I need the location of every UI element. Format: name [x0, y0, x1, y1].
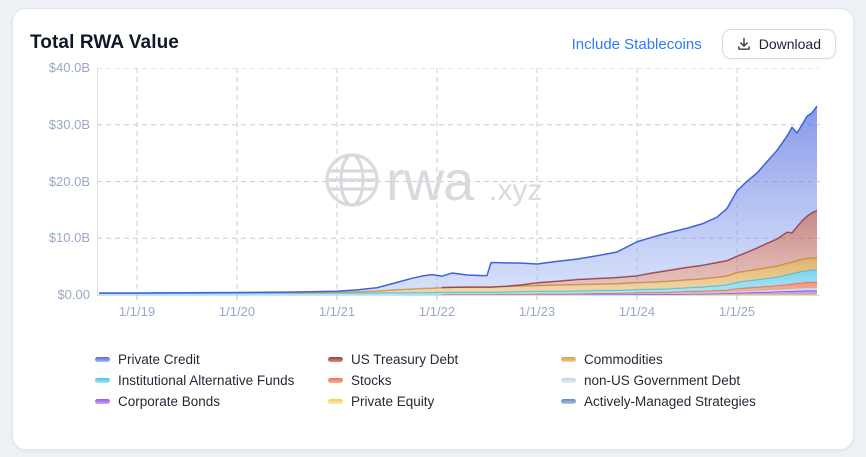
legend-swatch: [95, 398, 110, 404]
page-title: Total RWA Value: [30, 32, 179, 53]
legend-swatch: [328, 356, 343, 362]
legend-item[interactable]: non-US Government Debt: [561, 370, 756, 390]
legend-item[interactable]: Stocks: [328, 370, 561, 390]
legend-label: US Treasury Debt: [351, 351, 459, 367]
legend-item[interactable]: Actively-Managed Strategies: [561, 391, 756, 411]
legend-swatch: [561, 398, 576, 404]
include-stablecoins-link[interactable]: Include Stablecoins: [571, 35, 702, 53]
chart-plot[interactable]: rwa .xyz: [97, 67, 820, 303]
header-actions: Include Stablecoins Download: [572, 29, 836, 59]
download-icon: [737, 37, 751, 51]
legend-item[interactable]: US Treasury Debt: [328, 349, 561, 369]
download-button[interactable]: Download: [721, 29, 836, 59]
legend-label: Corporate Bonds: [118, 393, 221, 409]
legend-label: Private Equity: [351, 393, 435, 409]
legend-label: non-US Government Debt: [584, 372, 741, 388]
legend-item[interactable]: Private Equity: [328, 391, 561, 411]
legend-swatch: [561, 377, 576, 383]
svg-text:rwa: rwa: [386, 149, 475, 212]
legend-swatch: [328, 398, 343, 404]
svg-text:.xyz: .xyz: [489, 174, 542, 207]
download-button-label: Download: [758, 36, 821, 52]
legend-item[interactable]: Private Credit: [95, 349, 328, 369]
legend-swatch: [561, 356, 576, 362]
legend-swatch: [328, 377, 343, 383]
legend-label: Institutional Alternative Funds: [118, 372, 295, 388]
watermark: [325, 153, 379, 207]
chart-legend: Private Credit Institutional Alternative …: [95, 349, 756, 411]
legend-label: Actively-Managed Strategies: [584, 393, 756, 409]
legend-item[interactable]: Corporate Bonds: [95, 391, 328, 411]
legend-label: Commodities: [584, 351, 663, 367]
legend-swatch: [95, 356, 110, 362]
legend-item[interactable]: Commodities: [561, 349, 756, 369]
legend-label: Private Credit: [118, 351, 200, 367]
legend-swatch: [95, 377, 110, 383]
legend-item[interactable]: Institutional Alternative Funds: [95, 370, 328, 390]
legend-label: Stocks: [351, 372, 392, 388]
